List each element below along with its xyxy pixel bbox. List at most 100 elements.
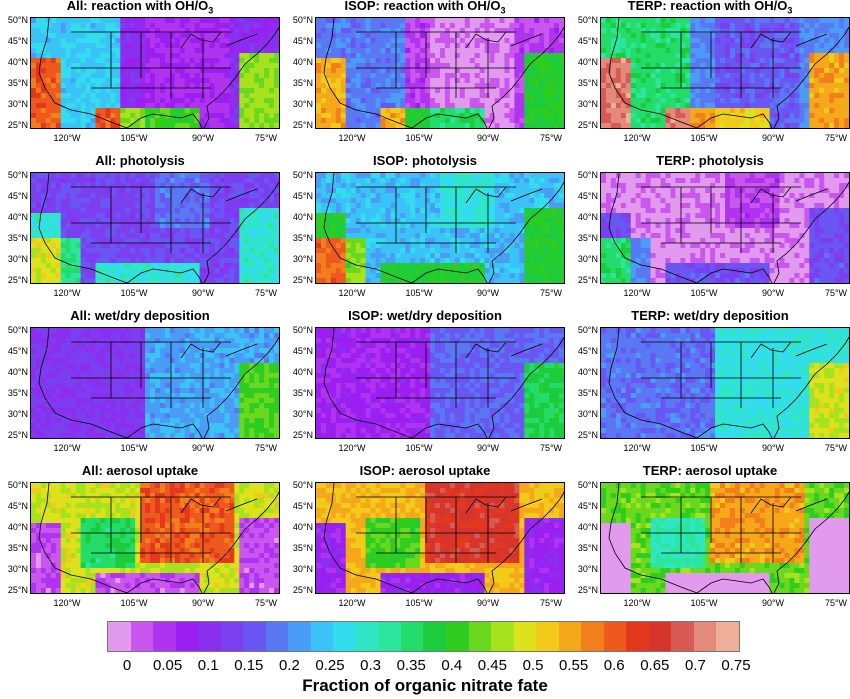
latitude-label: 45°N (292, 501, 313, 511)
boundary-line (411, 113, 488, 128)
latitude-label: 50°N (292, 480, 313, 490)
boundary-line (38, 173, 72, 266)
latitude-label: 50°N (7, 170, 28, 180)
longitude-label: 105°W (405, 598, 433, 608)
colorbar-tick-label: 0.05 (152, 657, 183, 674)
latitude-label: 45°N (292, 346, 313, 356)
map-field (600, 482, 850, 594)
longitude-label: 75°W (539, 598, 563, 608)
panel-title-label: photolysis (119, 153, 185, 168)
boundary-line (750, 31, 792, 49)
latitude-label: 40°N (292, 212, 313, 222)
colorbar-tick-label: 0.6 (603, 657, 625, 674)
panel-title-subscript: 3 (208, 5, 214, 16)
colorbar-swatch (581, 622, 604, 651)
boundary-line (795, 33, 828, 47)
panel-title-prefix: All: (81, 463, 103, 478)
latitude-label: 30°N (577, 99, 598, 109)
boundary-line (608, 483, 642, 576)
longitude-label: 90°W (761, 598, 785, 608)
map-panel: TERP: photolysis 50°N 45°N 40°N 35°N 30°N 25°N… (570, 153, 850, 307)
latitude-label: 40°N (7, 522, 28, 532)
boundary-line (510, 188, 543, 202)
latitude-label: 35°N (577, 78, 598, 88)
longitude-label: 120°W (338, 598, 366, 608)
boundary-line (180, 496, 222, 514)
colorbar-tick-label: 0.55 (558, 657, 589, 674)
longitude-label: 75°W (824, 288, 848, 298)
longitude-label: 120°W (623, 288, 651, 298)
latitude-label: 40°N (577, 212, 598, 222)
longitude-label: 120°W (623, 598, 651, 608)
latitude-label: 50°N (577, 170, 598, 180)
panel-title-label: reaction with OH/O (91, 0, 209, 13)
latitude-label: 30°N (7, 409, 28, 419)
longitude-label: 90°W (191, 133, 215, 143)
longitude-label: 120°W (53, 133, 81, 143)
boundary-line (203, 336, 279, 438)
latitude-label: 35°N (7, 78, 28, 88)
boundary-line (640, 264, 698, 283)
colorbar-swatch (130, 622, 154, 651)
map-field (315, 482, 565, 594)
colorbar-tick-label: 0.65 (640, 657, 670, 674)
longitude-label: 120°W (338, 133, 366, 143)
panel-title-label: reaction with OH/O (670, 0, 788, 13)
longitude-label: 120°W (338, 443, 366, 453)
latitude-label: 35°N (7, 543, 28, 553)
map-field (30, 482, 280, 594)
boundary-line (38, 18, 72, 111)
panel-title-label: wet/dry deposition (387, 308, 502, 323)
longitude-label: 75°W (254, 133, 278, 143)
longitude-label: 120°W (53, 288, 81, 298)
boundary-line (795, 188, 828, 202)
colorbar-tick-label: 0.4 (441, 657, 463, 674)
longitude-label: 105°W (120, 598, 148, 608)
longitude-label: 90°W (476, 598, 500, 608)
latitude-label: 50°N (577, 15, 598, 25)
map-field (315, 327, 565, 439)
colorbar-title: Fraction of organic nitrate fate (302, 676, 548, 695)
boundary-line (465, 31, 507, 49)
panel-title-prefix: ISOP: (344, 0, 380, 13)
map-panel: All: wet/dry deposition 50°N 45°N 40°N 35°N 3… (0, 308, 280, 462)
boundary-line (203, 491, 279, 593)
latitude-label: 30°N (577, 254, 598, 264)
latitude-label: 30°N (292, 409, 313, 419)
colorbar-swatch (603, 622, 627, 651)
longitude-label: 90°W (476, 443, 500, 453)
boundary-line (488, 26, 564, 128)
panel-title-prefix: TERP: (627, 0, 667, 13)
longitude-label: 75°W (824, 133, 848, 143)
colorbar-swatch (288, 622, 311, 651)
colorbar-tick-label: 0.5 (522, 657, 544, 674)
boundary-line (225, 343, 258, 357)
latitude-label: 25°N (292, 120, 313, 130)
colorbar-swatch (220, 622, 244, 651)
longitude-label: 120°W (623, 133, 651, 143)
latitude-label: 45°N (577, 36, 598, 46)
latitude-label: 50°N (577, 325, 598, 335)
colorbar-swatch (378, 622, 401, 651)
boundary-line (225, 188, 258, 202)
longitude-label: 75°W (539, 288, 563, 298)
latitude-label: 30°N (7, 564, 28, 574)
panel-title: All: wet/dry deposition (0, 308, 280, 323)
longitude-label: 90°W (761, 443, 785, 453)
colorbar-swatch (445, 622, 469, 651)
boundary-line (203, 181, 279, 283)
panel-title-prefix: TERP: (656, 153, 696, 168)
boundary-line (465, 341, 507, 359)
boundary-line (323, 18, 357, 111)
latitude-label: 50°N (7, 480, 28, 490)
boundary-line (70, 574, 128, 593)
latitude-label: 40°N (292, 57, 313, 67)
latitude-label: 35°N (577, 233, 598, 243)
longitude-label: 105°W (690, 443, 718, 453)
boundary-line (225, 33, 258, 47)
longitude-label: 105°W (690, 598, 718, 608)
boundary-line (696, 423, 773, 438)
colorbar-swatch (400, 622, 424, 651)
panel-title: TERP: reaction with OH/O3 (570, 0, 850, 16)
panel-title-label: aerosol uptake (106, 463, 199, 478)
